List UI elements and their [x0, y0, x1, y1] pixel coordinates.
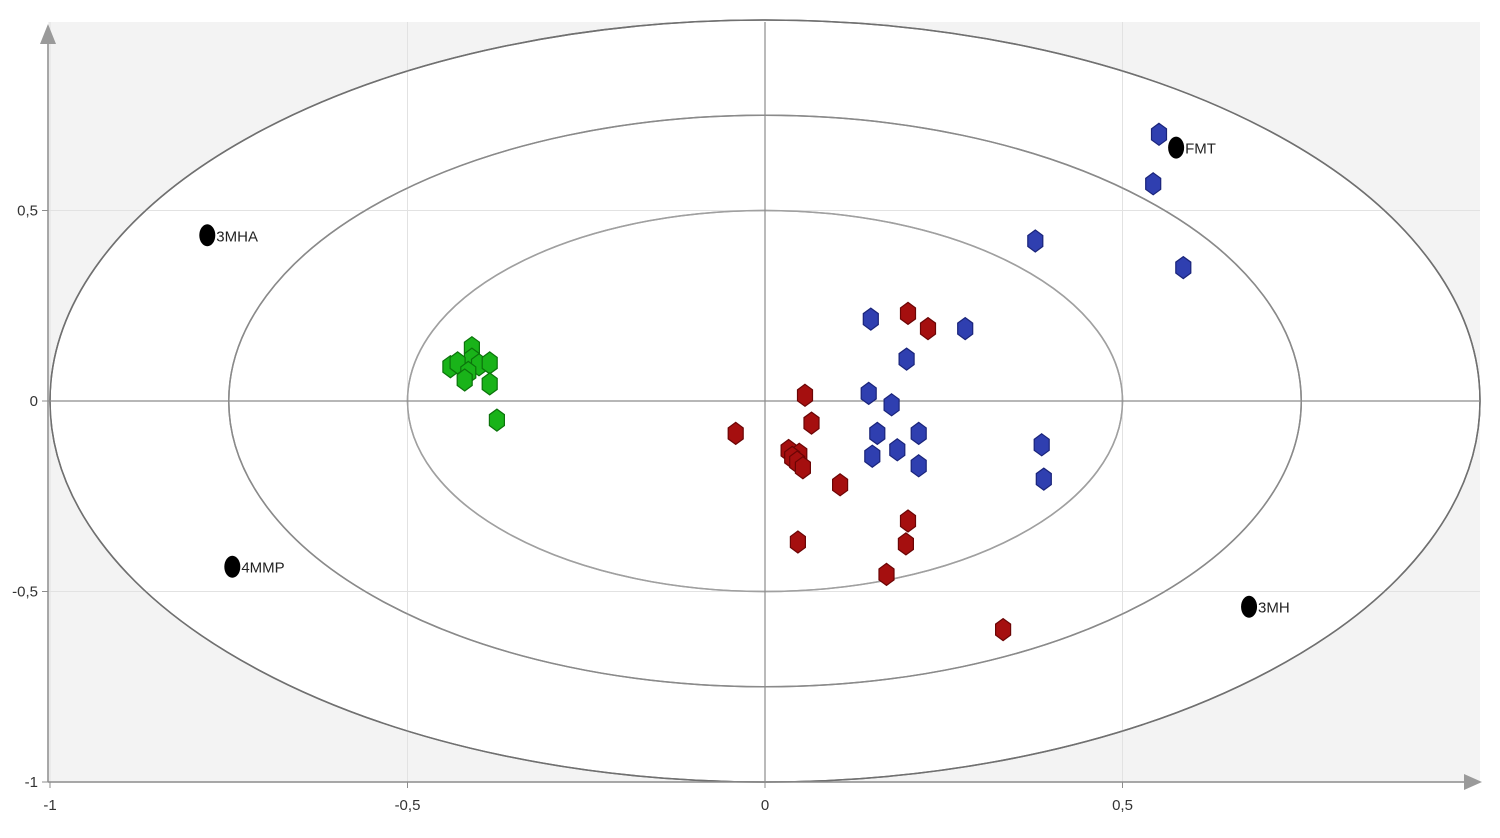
- sample-point-series-1: [957, 316, 974, 341]
- sample-point-series-3: [481, 351, 498, 375]
- variable-point: [199, 224, 216, 247]
- y-tick-label: 0,5: [17, 203, 38, 220]
- sample-point-series-1: [910, 454, 927, 478]
- sample-point-series-1: [910, 421, 927, 446]
- y-tick-label: -0,5: [12, 584, 38, 601]
- variable-points: 3MHA 4MMP FMT 3MH: [199, 136, 1290, 618]
- sample-point-series-1: [862, 307, 879, 331]
- sample-point-series-2: [899, 509, 917, 533]
- sample-point-series-3: [481, 372, 498, 396]
- sample-point-series-2: [727, 421, 744, 446]
- sample-point-series-2: [831, 473, 849, 497]
- x-tick-label: 0: [761, 797, 769, 814]
- sample-point-series-1: [1150, 122, 1168, 147]
- y-axis-arrow: [40, 24, 56, 44]
- sample-point-series-1: [860, 381, 877, 406]
- sample-points: [442, 122, 1192, 642]
- sample-point-series-1: [898, 347, 915, 371]
- axes: [40, 22, 1482, 790]
- sample-point-series-1: [1175, 255, 1192, 280]
- variable-label: 4MMP: [241, 560, 284, 577]
- variable-point: [1168, 136, 1185, 159]
- y-tick-label: 0: [30, 393, 38, 410]
- sample-point-series-2: [897, 532, 915, 556]
- sample-point-series-2: [994, 617, 1012, 642]
- x-tick-label: 0,5: [1112, 797, 1133, 814]
- sample-point-series-1: [1033, 433, 1050, 457]
- sample-point-series-1: [864, 444, 881, 468]
- tick-labels: -1 -0,5 0 0,5 0,5 0 -0,5 -1: [12, 203, 1133, 815]
- variable-label: 3MHA: [216, 228, 258, 245]
- variable-label: 3MH: [1258, 600, 1290, 617]
- sample-point-series-1: [1145, 172, 1162, 196]
- x-tick-label: -1: [43, 797, 56, 814]
- x-axis-arrow: [1464, 774, 1482, 790]
- sample-point-series-2: [878, 562, 895, 587]
- sample-point-series-2: [919, 316, 937, 341]
- variable-point: [1241, 595, 1258, 618]
- sample-point-series-1: [1027, 229, 1044, 253]
- sample-point-series-2: [794, 455, 812, 480]
- sample-point-series-3: [488, 408, 505, 432]
- sample-point-series-2: [796, 383, 814, 408]
- variable-point: [224, 555, 241, 578]
- sample-point-series-2: [789, 530, 807, 554]
- sample-point-series-2: [899, 301, 917, 326]
- sample-point-series-1: [1035, 467, 1052, 491]
- sample-point-series-3: [456, 368, 473, 392]
- y-tick-label: -1: [25, 774, 38, 791]
- variable-label: FMT: [1185, 141, 1216, 158]
- sample-point-series-1: [889, 438, 906, 462]
- sample-point-series-2: [803, 411, 820, 435]
- sample-point-series-1: [883, 393, 900, 417]
- x-tick-label: -0,5: [395, 797, 421, 814]
- sample-point-series-1: [869, 421, 886, 446]
